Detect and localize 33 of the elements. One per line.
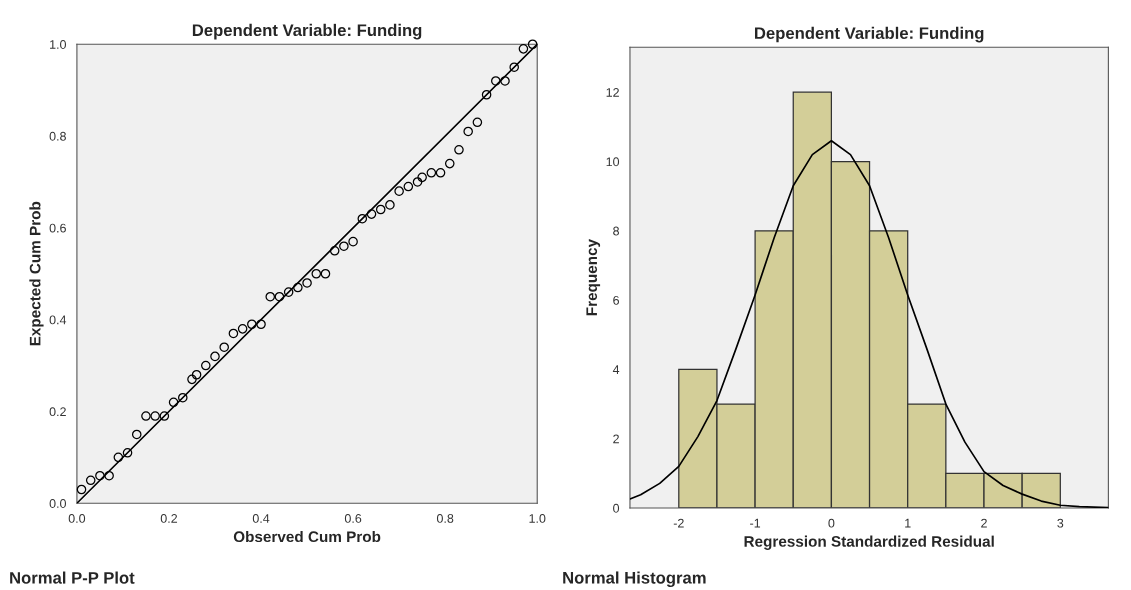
y-axis-title: Expected Cum Prob: [29, 201, 44, 346]
x-axis-title: Observed Cum Prob: [233, 530, 381, 543]
x-tick-label: 1: [905, 518, 911, 528]
x-tick-label: 0.6: [344, 514, 362, 523]
y-tick-label: 4: [612, 365, 620, 374]
y-tick-label: 0: [613, 503, 620, 513]
y-tick-label: 0.8: [49, 131, 66, 141]
text: Normal Histogram: [563, 571, 706, 588]
y-tick-label: 2: [613, 434, 619, 444]
x-tick-label: 3: [1057, 518, 1064, 528]
x-tick-label: 0.8: [436, 514, 454, 523]
text: Normal P-P Plot: [10, 571, 135, 584]
x-tick-label: 0.4: [252, 514, 270, 523]
y-tick-label: 0.2: [49, 407, 66, 417]
x-tick-label: 1.0: [529, 514, 546, 523]
y-axis-title: Frequency: [586, 239, 601, 316]
x-axis-title: Regression Standardized Residual: [744, 535, 994, 550]
x-tick-label: 0.2: [160, 514, 178, 523]
y-tick-label: 6: [613, 295, 619, 305]
y-tick-label: 0.4: [49, 315, 67, 325]
chart-title: Dependent Variable: Funding: [755, 26, 984, 43]
y-tick-label: 8: [613, 226, 620, 236]
x-tick-label: 0.0: [68, 514, 86, 523]
chart-title: Dependent Variable: Funding: [192, 23, 422, 40]
y-tick-label: 10: [606, 157, 620, 167]
y-tick-label: 0.0: [49, 499, 66, 508]
x-tick-label: 2: [981, 518, 987, 528]
x-tick-label: -2: [673, 518, 684, 528]
x-tick-label: 0: [828, 518, 835, 528]
y-tick-label: 1.0: [50, 40, 66, 49]
y-tick-label: 12: [606, 88, 619, 97]
y-tick-label: 0.6: [49, 223, 66, 233]
x-tick-label: -1: [750, 518, 761, 528]
